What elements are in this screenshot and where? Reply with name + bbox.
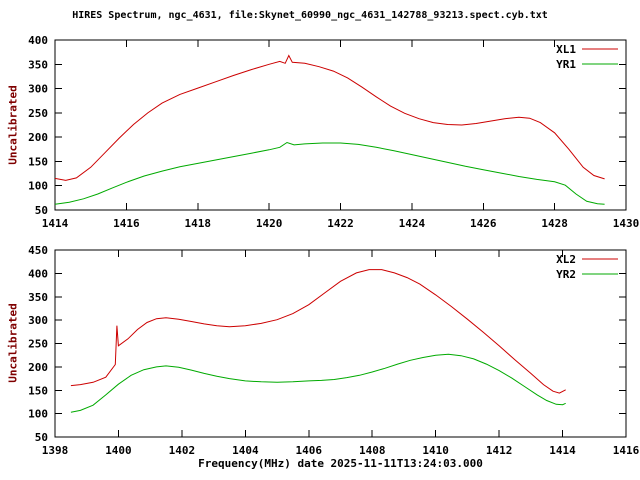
- y-tick-label: 300: [28, 83, 48, 96]
- legend-label-YR2: YR2: [556, 268, 576, 281]
- x-tick-label: 1402: [169, 444, 196, 457]
- legend-label-XL2: XL2: [556, 253, 576, 266]
- y-tick-label: 400: [28, 34, 48, 47]
- y-tick-label: 300: [28, 314, 48, 327]
- x-tick-label: 1424: [399, 217, 426, 230]
- y-tick-label: 50: [35, 431, 48, 444]
- legend-label-XL1: XL1: [556, 43, 576, 56]
- x-tick-label: 1398: [42, 444, 69, 457]
- y-tick-label: 400: [28, 267, 48, 280]
- x-tick-label: 1412: [486, 444, 513, 457]
- y-tick-label: 450: [28, 244, 48, 257]
- chart-title: HIRES Spectrum, ngc_4631, file:Skynet_60…: [72, 10, 548, 21]
- series-line-XL1: [54, 54, 605, 181]
- x-tick-label: 1408: [359, 444, 386, 457]
- y-tick-label: 350: [28, 58, 48, 71]
- x-tick-label: 1414: [42, 217, 69, 230]
- x-tick-label: 1418: [185, 217, 212, 230]
- y-tick-label: 250: [28, 338, 48, 351]
- bottom-chart: 1398 1400 1402 1404 1406 1408 1410 1412 1414 1416…: [28, 244, 640, 457]
- series-line-YR2: [70, 353, 566, 413]
- y-tick-label: 50: [35, 204, 48, 217]
- y-tick-label: 150: [28, 384, 48, 397]
- legend-label-YR1: YR1: [556, 58, 576, 71]
- y-tick-label: 100: [28, 180, 48, 193]
- x-tick-label: 1406: [296, 444, 323, 457]
- y-tick-label: 200: [28, 131, 48, 144]
- x-tick-label: 1428: [541, 217, 568, 230]
- y-tick-label: 200: [28, 361, 48, 374]
- x-axis-label: Frequency(MHz) date 2025-11-11T13:24:03.…: [198, 457, 483, 470]
- x-tick-label: 1400: [105, 444, 132, 457]
- top-chart: 1414 1416 1418 1420 1422 1424 1426 1428 1430 50 10…: [28, 34, 640, 230]
- y-tick-label: 250: [28, 107, 48, 120]
- x-tick-label: 1410: [422, 444, 449, 457]
- y-tick-label: 100: [28, 408, 48, 421]
- y-tick-label: 350: [28, 291, 48, 304]
- series-line-XL2: [70, 269, 566, 394]
- x-tick-label: 1404: [232, 444, 259, 457]
- x-tick-label: 1426: [470, 217, 497, 230]
- x-tick-label: 1416: [113, 217, 140, 230]
- plot-border: [54, 249, 627, 438]
- x-tick-label: 1416: [613, 444, 640, 457]
- y-tick-label: 150: [28, 155, 48, 168]
- series-line-YR1: [54, 141, 605, 205]
- x-tick-label: 1420: [256, 217, 283, 230]
- x-tick-label: 1414: [549, 444, 576, 457]
- x-tick-label: 1430: [613, 217, 640, 230]
- plot-border: [54, 39, 627, 211]
- x-tick-label: 1422: [327, 217, 354, 230]
